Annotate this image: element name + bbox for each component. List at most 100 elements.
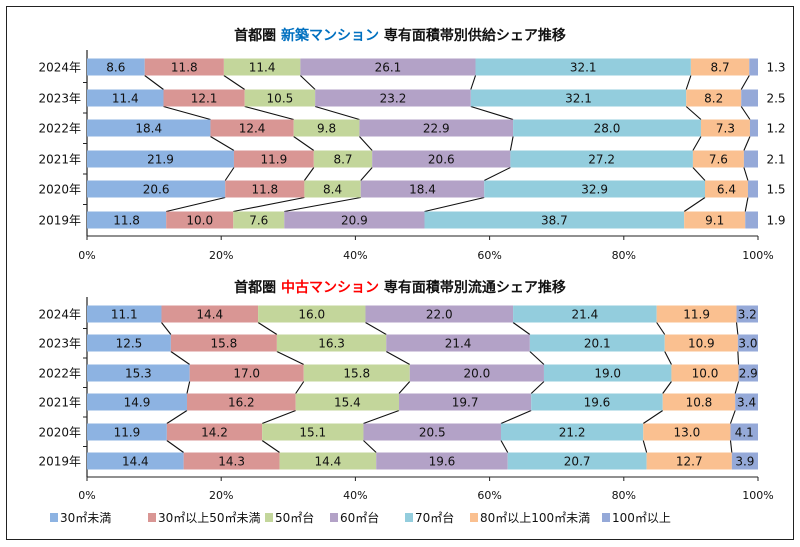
- data-label: 3.9: [735, 455, 754, 469]
- bar-segment: [686, 89, 742, 107]
- bar-segment: [87, 423, 167, 441]
- data-label: 11.9: [114, 426, 141, 440]
- legend-item: 60㎡台: [330, 510, 379, 525]
- chart-title-part: 首都圏: [234, 27, 276, 44]
- data-label: 7.3: [716, 122, 735, 136]
- x-tick-label: 100%: [742, 489, 773, 502]
- y-category-label: 2019年: [38, 455, 81, 469]
- y-category-label: 2021年: [38, 153, 81, 167]
- series-connector-line: [166, 440, 184, 453]
- x-tick-label: 60%: [477, 489, 501, 502]
- series-connector-line: [743, 167, 749, 181]
- data-label: 32.9: [581, 183, 608, 197]
- series-connector-line: [359, 136, 373, 151]
- bar-segment: [700, 119, 750, 137]
- bar-segment: [730, 423, 758, 441]
- data-label: 26.1: [375, 61, 402, 75]
- chart-title: 首都圏 新築マンション 専有面積帯別供給シェア推移: [234, 27, 566, 44]
- bar-segment: [745, 211, 758, 229]
- bar-segment: [276, 334, 387, 352]
- series-connector-line: [144, 75, 164, 90]
- series-connector-line: [210, 136, 235, 151]
- x-tick-label: 20%: [209, 489, 233, 502]
- series-connector-line: [161, 322, 172, 335]
- bar-segment: [662, 393, 736, 411]
- y-category-label: 2024年: [38, 308, 81, 322]
- series-connector-line: [186, 381, 191, 394]
- legend-label: 70㎡台: [415, 510, 454, 525]
- data-label: 11.4: [112, 92, 139, 106]
- bar-segment: [87, 89, 164, 107]
- legend-item: 80㎡以上100㎡未満: [470, 511, 590, 525]
- bar-segment: [87, 364, 190, 382]
- y-category-label: 2020年: [38, 426, 81, 440]
- data-label: 21.4: [445, 337, 472, 351]
- x-tick-label: 80%: [612, 489, 636, 502]
- bar-segment: [161, 305, 259, 323]
- legend-swatch: [330, 513, 338, 522]
- series-connector-line: [223, 75, 245, 90]
- data-label: 15.8: [211, 337, 238, 351]
- series-connector-line: [470, 75, 477, 90]
- data-label: 8.2: [704, 92, 723, 106]
- series-connector-line: [642, 440, 648, 453]
- series-connector-line: [166, 196, 226, 213]
- data-label: 10.9: [688, 337, 715, 351]
- series-connector-line: [295, 381, 305, 394]
- data-label: 11.1: [111, 308, 138, 322]
- bar-segment: [183, 452, 280, 470]
- data-label: 11.9: [683, 308, 710, 322]
- bar-segment: [295, 393, 400, 411]
- bar-segment: [363, 423, 502, 441]
- bar-segment: [664, 334, 738, 352]
- x-tick-label: 80%: [612, 249, 636, 262]
- data-label: 11.8: [251, 183, 278, 197]
- bar-segment: [643, 423, 731, 441]
- data-label: 8.7: [711, 61, 730, 75]
- data-label: 16.3: [318, 337, 345, 351]
- bar-segment: [163, 89, 245, 107]
- series-connector-line: [642, 410, 664, 424]
- data-label: 20.6: [428, 153, 455, 167]
- chart-new-condo: 首都圏 新築マンション 専有面積帯別供給シェア推移 0% 20% 40% 60% 80% 1…: [38, 27, 785, 262]
- legend-label: 80㎡以上100㎡未満: [480, 511, 590, 525]
- bar-segment: [300, 58, 476, 76]
- y-category-label: 2022年: [38, 367, 81, 381]
- bar-segment: [244, 89, 316, 107]
- data-label: 15.1: [299, 426, 326, 440]
- legend-swatch: [265, 513, 273, 522]
- data-label: 6.4: [717, 183, 736, 197]
- data-label: 14.3: [218, 455, 245, 469]
- bar-segment: [470, 89, 687, 107]
- bar-segment: [510, 150, 693, 168]
- bar-segment: [170, 334, 277, 352]
- data-label: 14.4: [315, 455, 342, 469]
- bar-segment: [424, 211, 685, 229]
- bar-segment: [386, 334, 530, 352]
- series-connector-line: [530, 381, 545, 394]
- data-label: 28.0: [594, 122, 621, 136]
- bar-segment: [293, 119, 360, 137]
- data-label: 1.3: [766, 61, 785, 75]
- data-label: 19.0: [594, 367, 621, 381]
- bar-segment: [731, 452, 758, 470]
- bar-segment: [743, 150, 758, 168]
- data-label: 3.0: [738, 337, 757, 351]
- series-connector-line: [512, 322, 531, 335]
- series-connector-line: [244, 105, 294, 121]
- bar-segment: [87, 334, 171, 352]
- data-label: 11.4: [249, 61, 276, 75]
- bar-segment: [258, 305, 366, 323]
- bar-segment: [313, 150, 373, 168]
- series-connector-line: [276, 351, 304, 365]
- series-connector-line: [424, 196, 485, 213]
- bar-segment: [737, 334, 758, 352]
- series-connector-line: [483, 167, 511, 181]
- series-connector-line: [743, 136, 751, 151]
- bar-segment: [144, 58, 224, 76]
- data-label: 11.8: [171, 61, 198, 75]
- series-connector-line: [500, 409, 532, 425]
- bar-segment: [186, 393, 296, 411]
- legend-swatch: [148, 513, 156, 522]
- bar-segment: [372, 150, 511, 168]
